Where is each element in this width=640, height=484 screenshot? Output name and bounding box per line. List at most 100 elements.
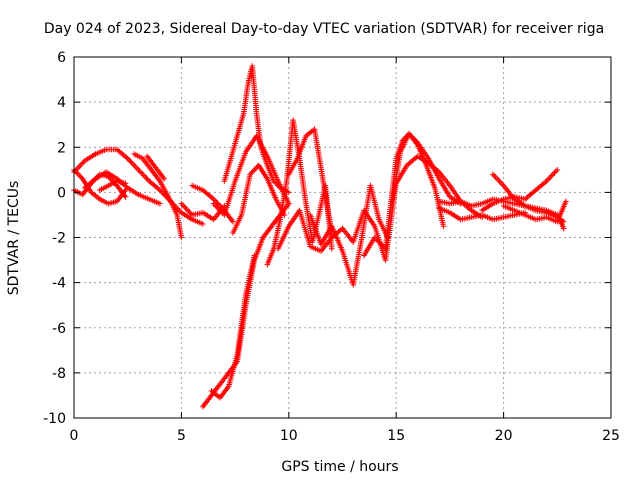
data-point [89, 179, 96, 185]
series-sat-d [131, 151, 185, 241]
data-point [247, 171, 253, 178]
data-point [498, 179, 504, 186]
x-tick-label: 15 [387, 428, 405, 444]
data-point [79, 160, 85, 167]
data-point [143, 175, 150, 182]
data-point [92, 176, 98, 183]
series-sat-q [307, 182, 391, 288]
x-tick-label: 25 [602, 428, 620, 444]
y-tick-label: 2 [57, 140, 66, 156]
series-sat-p [275, 207, 335, 254]
series-sat-c [81, 169, 163, 207]
data-point [90, 177, 97, 184]
data-point [495, 177, 502, 183]
data-point [122, 194, 129, 200]
series-sat-i [189, 182, 236, 225]
data-point [135, 167, 142, 173]
x-tick-label: 5 [177, 428, 186, 444]
data-point [182, 205, 189, 211]
data-point [126, 157, 132, 163]
data-point [178, 200, 185, 207]
data-point [560, 218, 567, 225]
series-sat-h [178, 200, 228, 223]
data-point [560, 225, 567, 232]
grid-layer [74, 57, 611, 418]
y-tick-label: -6 [52, 321, 66, 337]
data-point [127, 158, 134, 165]
data-point [178, 234, 185, 241]
data-point [155, 186, 162, 192]
data-layer [71, 63, 569, 410]
data-point [138, 169, 144, 176]
series-sat-z [500, 198, 569, 225]
y-tick-label: -2 [52, 231, 66, 247]
data-point [132, 164, 139, 170]
series-sat-g [144, 153, 168, 182]
data-point [494, 175, 500, 182]
data-point [76, 172, 82, 178]
x-tick-label: 0 [70, 428, 79, 444]
data-point [435, 168, 441, 174]
tick-layer: 0 5 10 15 20 25 -10 -8 -6 -4 -2 0 2 4 6 [43, 50, 620, 444]
data-point [542, 179, 549, 186]
data-point [88, 180, 94, 187]
data-point [130, 161, 136, 167]
data-point [230, 218, 236, 225]
data-point [249, 168, 256, 175]
y-tick-label: 0 [57, 185, 66, 201]
data-point [122, 180, 129, 187]
data-point [72, 168, 79, 174]
series-sat-y [479, 167, 561, 214]
data-point [183, 206, 190, 213]
data-point [546, 175, 553, 182]
y-tick-label: -4 [52, 276, 66, 292]
series-sat-r [328, 207, 389, 263]
data-point [142, 174, 148, 180]
data-point [185, 207, 191, 214]
data-point [281, 212, 288, 218]
data-point [490, 171, 496, 178]
data-point [141, 172, 147, 179]
chart-title: Day 024 of 2023, Sidereal Day-to-day VTE… [44, 21, 604, 37]
series-sat-e [71, 171, 129, 200]
data-point [94, 174, 101, 180]
data-point [553, 168, 559, 175]
data-point [136, 168, 143, 175]
data-point [551, 169, 558, 176]
data-point [181, 203, 187, 210]
x-axis-label: GPS time / hours [281, 459, 398, 475]
data-point [545, 176, 551, 183]
data-point [73, 169, 80, 176]
data-point [74, 170, 81, 177]
data-point [200, 221, 206, 227]
data-point [145, 176, 151, 183]
data-point [563, 198, 569, 205]
x-tick-label: 10 [280, 428, 298, 444]
data-point [77, 162, 84, 168]
data-point [105, 173, 112, 180]
data-point [248, 170, 255, 176]
data-point [550, 171, 557, 177]
y-axis-label: SDTVAR / TECUs [6, 181, 22, 296]
data-point [128, 159, 135, 166]
data-point [131, 162, 138, 169]
data-point [76, 163, 83, 170]
data-point [161, 176, 168, 182]
data-point [139, 171, 146, 177]
series-sat-a [71, 146, 206, 227]
data-point [123, 154, 130, 161]
data-point [157, 200, 163, 207]
y-tick-label: 4 [57, 95, 66, 111]
data-point [491, 172, 498, 179]
data-point [252, 166, 258, 172]
data-point [123, 183, 130, 190]
data-point [440, 223, 447, 230]
data-point [179, 202, 186, 208]
data-point [209, 195, 216, 201]
data-point [547, 174, 554, 180]
series-sat-s [361, 130, 464, 259]
data-point [549, 172, 555, 179]
data-point [328, 245, 335, 252]
